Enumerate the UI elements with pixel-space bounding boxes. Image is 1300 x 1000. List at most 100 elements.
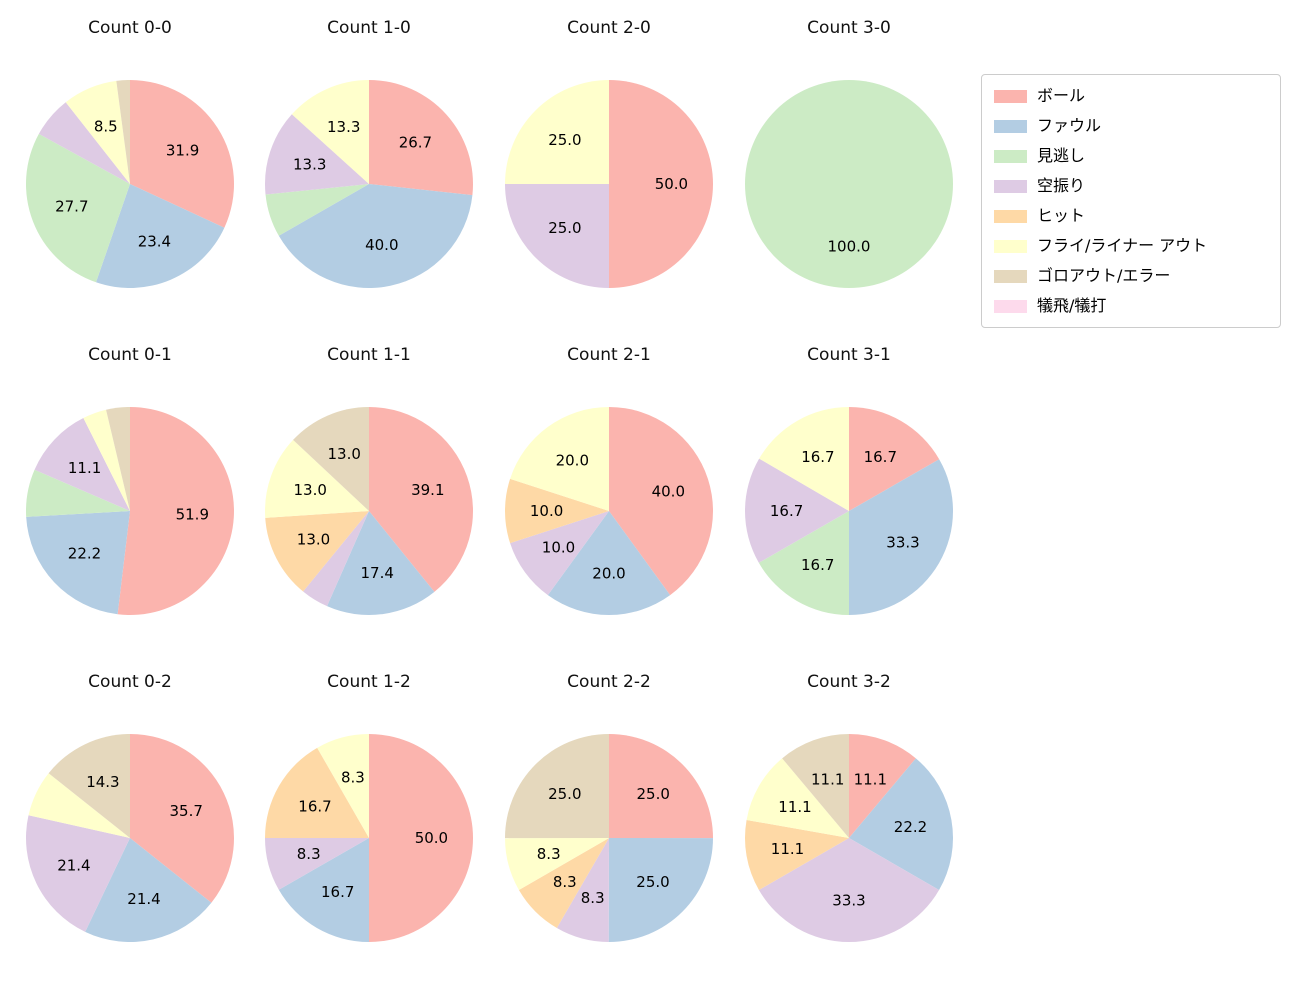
pie-slice-label: 8.3 — [553, 873, 577, 891]
pie-slice — [746, 758, 849, 838]
pie-slice — [96, 184, 225, 289]
pie-slice — [48, 734, 130, 838]
pie-slice — [609, 734, 714, 839]
pie-slice-label: 16.7 — [770, 502, 803, 520]
pie-chart: 50.0 16.7 8.3 16.7 8.3 — [265, 734, 473, 942]
pie-slice — [369, 407, 473, 592]
pie-slice — [85, 838, 212, 942]
pie-slice — [849, 758, 954, 890]
pie-chart: 40.0 20.0 10.0 10.0 20.0 — [504, 407, 714, 616]
pie-chart: 39.117.413.013.013.0 — [265, 407, 473, 615]
pie-slice — [83, 409, 130, 511]
pie-slice — [116, 80, 130, 184]
pie-slice — [369, 734, 473, 942]
pie-slice-label: 16.7 — [801, 448, 834, 466]
pie-chart: 26.7 40.0 13.3 13.3 — [265, 80, 474, 289]
pie-slice — [278, 838, 369, 942]
chart-title: Count 1-1 — [327, 345, 411, 365]
pie-slice-label: 11.1 — [778, 798, 811, 816]
pie-slice-label: 16.7 — [864, 448, 897, 466]
pie-slice-label: 8.3 — [581, 889, 605, 907]
legend-color-swatch — [994, 269, 1027, 283]
pie-slice-label: 11.1 — [771, 840, 804, 858]
pie-slice-label: 13.3 — [293, 156, 326, 174]
pie-slice — [505, 80, 609, 184]
pie-slice — [556, 838, 609, 942]
pie-chart: 50.0 25.0 25.0 — [505, 80, 713, 288]
pie-slice-label: 26.7 — [399, 133, 432, 151]
pie-slice — [504, 478, 609, 544]
pie-slice-label: 35.7 — [169, 802, 202, 820]
chart-title: Count 3-1 — [807, 345, 891, 365]
legend-item: 見逃し — [994, 147, 1268, 165]
chart-title: Count 2-0 — [567, 18, 651, 38]
pie-slice-label: 22.2 — [894, 818, 927, 836]
pie-slice — [117, 407, 234, 615]
pie-slice — [505, 838, 609, 890]
pie-chart: 16.7 33.3 16.7 16.7 16.7 — [744, 407, 954, 615]
pie-slice — [758, 838, 940, 943]
pie-slice — [609, 407, 714, 596]
pie-slice-label: 16.7 — [801, 556, 834, 574]
pie-slice — [26, 511, 131, 615]
pie-chart: 11.122.233.311.111.111.1 — [744, 734, 954, 943]
chart-title: Count 3-2 — [807, 672, 891, 692]
legend-color-swatch — [994, 209, 1027, 223]
legend-item: ヒット — [994, 207, 1268, 225]
pie-slice — [608, 838, 713, 943]
pie-slice — [293, 407, 369, 511]
pie-slice — [782, 734, 849, 838]
pie-slice — [25, 815, 131, 932]
pie-slice-label: 100.0 — [828, 237, 871, 255]
pie-slice-label: 25.0 — [548, 131, 581, 149]
legend-color-swatch — [994, 89, 1027, 103]
pie-slice — [26, 469, 130, 517]
pie-slice-label: 50.0 — [655, 175, 688, 193]
pie-slice-label: 20.0 — [556, 452, 589, 470]
pie-slice-label: 13.0 — [293, 481, 326, 499]
legend-item: ファウル — [994, 117, 1268, 135]
chart-title: Count 3-0 — [807, 18, 891, 38]
pie-slice-label: 8.3 — [537, 845, 561, 863]
pie-slice-label: 11.1 — [854, 770, 887, 788]
chart-title: Count 0-0 — [88, 18, 172, 38]
pie-slice — [291, 80, 369, 184]
legend-color-swatch — [994, 299, 1027, 313]
pie-slice-label: 11.1 — [811, 770, 844, 788]
pie-slice-label: 33.3 — [886, 533, 919, 551]
pie-slice — [510, 511, 609, 596]
pie-slice — [518, 838, 609, 928]
pie-slice-label: 31.9 — [166, 141, 199, 159]
pie-slice — [106, 407, 130, 511]
pie-slice-label: 20.0 — [592, 564, 625, 582]
pie-slice-label: 13.0 — [327, 445, 360, 463]
legend: ボール ファウル 見逃し 空振り ヒット フライ/ライナー アウト ゴロアウト/エラー 犠飛/… — [981, 74, 1281, 328]
pie-slice-label: 21.4 — [127, 890, 160, 908]
pie-slice-label: 10.0 — [542, 539, 575, 557]
pie-slice — [265, 511, 369, 592]
pie-slice-label: 25.0 — [636, 785, 669, 803]
legend-label: 空振り — [1037, 176, 1086, 195]
pie-slice — [609, 80, 713, 288]
pie-slice — [758, 511, 849, 615]
legend-item: ボール — [994, 87, 1268, 105]
pie-slice — [547, 511, 671, 616]
pie-slice — [745, 80, 953, 288]
pie-slice — [303, 511, 369, 607]
pie-slice-label: 16.7 — [298, 798, 331, 816]
chart-title: Count 0-1 — [88, 345, 172, 365]
pie-slice — [265, 838, 369, 890]
legend-color-swatch — [994, 239, 1027, 253]
pie-slice-label: 13.3 — [327, 118, 360, 136]
pie-slice — [759, 407, 849, 511]
legend-label: フライ/ライナー アウト — [1037, 236, 1208, 255]
pie-slice — [34, 418, 130, 511]
pie-slice — [317, 734, 369, 838]
pie-slice — [505, 184, 609, 288]
pie-slice — [265, 114, 369, 195]
chart-title: Count 2-2 — [567, 672, 651, 692]
pie-slice-label: 8.5 — [94, 118, 118, 136]
pie-slice-label: 25.0 — [548, 219, 581, 237]
legend-item: ゴロアウト/エラー — [994, 267, 1268, 285]
